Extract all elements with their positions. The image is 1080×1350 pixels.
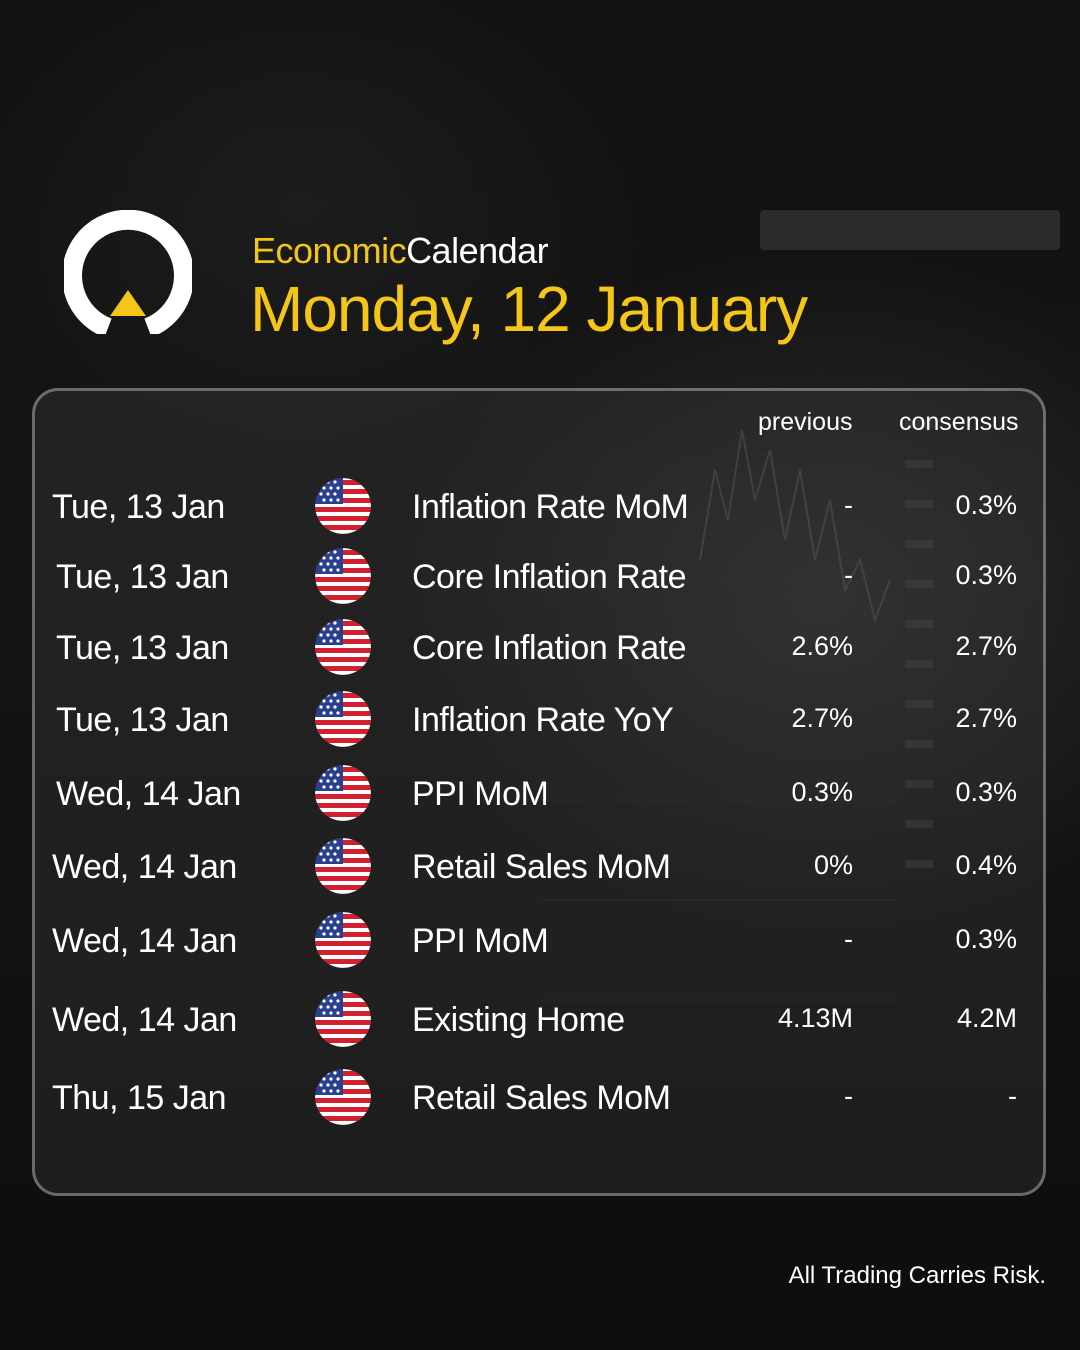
us-flag-icon (313, 989, 373, 1049)
calendar-table-panel (32, 388, 1046, 1196)
table-row: Tue, 13 Jan Inflation Rate YoY 2.7% 2.7% (0, 689, 1080, 759)
row-consensus: 0.4% (955, 850, 1017, 880)
row-previous: - (844, 924, 853, 954)
row-date: Tue, 13 Jan (56, 558, 229, 596)
row-consensus: 2.7% (955, 703, 1017, 733)
row-event: Core Inflation Rate (412, 629, 687, 667)
row-previous: - (844, 490, 853, 520)
us-flag-icon (313, 910, 373, 970)
row-previous: 4.13M (777, 1003, 853, 1033)
row-event: Retail Sales MoM (412, 848, 671, 886)
row-consensus: 0.3% (955, 560, 1017, 590)
us-flag-icon (313, 1067, 373, 1127)
us-flag-icon (313, 689, 373, 749)
row-event: Inflation Rate YoY (412, 701, 674, 739)
row-consensus: - (1008, 1081, 1017, 1111)
us-flag-icon (313, 476, 373, 536)
us-flag-icon (313, 546, 373, 606)
row-previous: 2.6% (791, 631, 853, 661)
title-word-calendar: Calendar (406, 230, 549, 271)
table-row: Wed, 14 Jan Existing Home 4.13M 4.2M (0, 989, 1080, 1059)
row-date: Tue, 13 Jan (52, 488, 225, 526)
header-title: EconomicCalendar (252, 230, 549, 272)
row-date: Wed, 14 Jan (52, 922, 237, 960)
table-row: Wed, 14 Jan PPI MoM - 0.3% (0, 910, 1080, 980)
header-date: Monday, 12 January (250, 273, 808, 345)
title-word-economic: Economic (252, 230, 407, 271)
disclaimer-text: All Trading Carries Risk. (788, 1262, 1046, 1289)
row-event: PPI MoM (412, 922, 549, 960)
us-flag-icon (313, 617, 373, 677)
row-consensus: 0.3% (955, 924, 1017, 954)
row-previous: 0.3% (791, 777, 853, 807)
row-date: Wed, 14 Jan (52, 1001, 237, 1039)
row-consensus: 0.3% (955, 777, 1017, 807)
table-row: Thu, 15 Jan Retail Sales MoM - - (0, 1067, 1080, 1137)
row-event: Existing Home (412, 1001, 625, 1039)
row-event: Inflation Rate MoM (412, 488, 689, 526)
column-header-consensus: consensus (899, 408, 1019, 436)
row-event: Core Inflation Rate (412, 558, 687, 596)
row-date: Thu, 15 Jan (52, 1079, 227, 1117)
brand-logo-icon (64, 210, 192, 334)
column-header-previous: previous (758, 408, 853, 436)
table-row: Wed, 14 Jan Retail Sales MoM 0% 0.4% (0, 836, 1080, 906)
table-row: Tue, 13 Jan Inflation Rate MoM - 0.3% (0, 476, 1080, 546)
row-previous: - (844, 1081, 853, 1111)
us-flag-icon (313, 763, 373, 823)
row-previous: 2.7% (791, 703, 853, 733)
table-row: Tue, 13 Jan Core Inflation Rate 2.6% 2.7… (0, 617, 1080, 687)
table-row: Wed, 14 Jan PPI MoM 0.3% 0.3% (0, 763, 1080, 833)
row-event: PPI MoM (412, 775, 549, 813)
row-date: Wed, 14 Jan (52, 848, 237, 886)
us-flag-icon (313, 836, 373, 896)
row-previous: - (844, 560, 853, 590)
row-consensus: 2.7% (955, 631, 1017, 661)
table-row: Tue, 13 Jan Core Inflation Rate - 0.3% (0, 546, 1080, 616)
row-date: Tue, 13 Jan (56, 701, 229, 739)
row-consensus: 0.3% (955, 490, 1017, 520)
row-event: Retail Sales MoM (412, 1079, 671, 1117)
row-date: Tue, 13 Jan (56, 629, 229, 667)
row-previous: 0% (813, 850, 853, 880)
row-date: Wed, 14 Jan (56, 775, 241, 813)
row-consensus: 4.2M (956, 1003, 1017, 1033)
